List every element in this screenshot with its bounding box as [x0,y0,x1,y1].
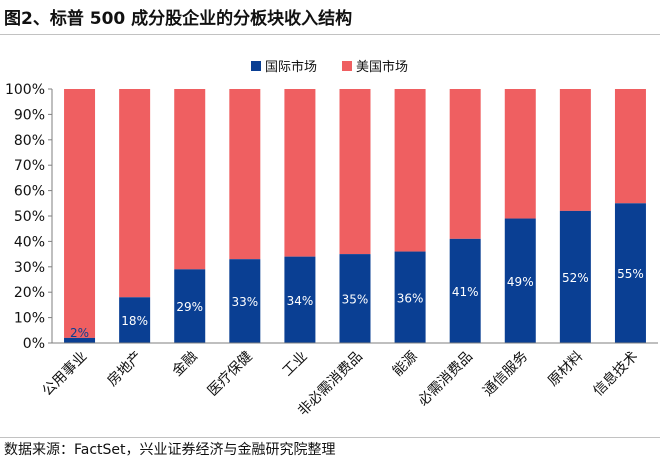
bars: 2% 18% 29% 33% 34% 35% 36% 41% 49% 52% 55% [64,89,646,343]
legend-swatch-international [251,61,261,71]
chart-legend: 国际市场 美国市场 [251,59,408,75]
legend-label-international: 国际市场 [265,59,317,75]
legend-label-us: 美国市场 [356,59,408,75]
bar-international-market [119,297,151,343]
data-label: 49% [507,275,534,289]
bar-international-market [449,238,481,343]
x-tick-label: 必需消费品 [415,349,476,410]
data-label: 55% [617,267,644,281]
y-axis: 0% 10% 20% 30% 40% 50% 60% 70% 80% 90% 100% [5,82,53,352]
data-label: 33% [231,295,258,309]
x-tick-label: 医疗保健 [205,349,256,400]
y-tick-label: 60% [14,184,45,200]
stacked-bar-chart: 国际市场 美国市场 0% 10% 20% 30% 40% 50% 60% 70% 80% 90% 1… [5,59,658,419]
y-tick-label: 20% [14,285,45,301]
x-tick-label: 能源 [390,349,421,380]
x-tick-label: 信息技术 [590,348,642,400]
x-tick-label: 金融 [169,349,200,380]
y-tick-label: 50% [14,209,45,225]
data-label: 2% [70,326,89,340]
x-tick-label: 房地产 [104,349,145,390]
y-tick-label: 80% [14,133,45,149]
data-label: 36% [397,291,424,305]
x-tick-label: 通信服务 [480,349,531,400]
bar-us-market [504,89,536,219]
data-label: 41% [452,285,479,299]
y-tick-label: 0% [23,336,45,352]
x-tick-label: 原材料 [545,349,586,390]
footer-divider [0,437,660,438]
bar-us-market [229,89,261,260]
bar-us-market [174,89,206,270]
bar-us-market [339,89,371,255]
data-label: 52% [562,271,589,285]
bar-us-market [614,89,646,204]
data-label: 35% [342,293,369,307]
bar-international-market [174,269,206,343]
bar-international-market [504,218,536,343]
data-label: 18% [121,314,148,328]
y-tick-label: 40% [14,234,45,250]
bar-us-market [394,89,426,252]
bar-international-market [394,251,426,343]
bar-us-market [559,89,591,211]
legend-swatch-us [342,61,352,71]
bar-us-market [119,89,151,298]
y-tick-label: 30% [14,260,45,276]
bar-international-market [614,203,646,343]
bar-international-market [559,210,591,343]
y-tick-label: 90% [14,107,45,123]
y-tick-label: 100% [5,82,45,98]
bar-us-market [64,89,96,338]
x-tick-label: 公用事业 [39,349,90,400]
x-tick-label: 工业 [280,349,311,380]
title-divider [0,34,660,35]
bar-international-market [64,337,96,343]
data-label: 29% [176,300,203,314]
figure-title: 图2、标普 500 成分股企业的分板块收入结构 [4,9,353,29]
bar-us-market [284,89,316,257]
bar-international-market [339,254,371,343]
bar-international-market [229,259,261,343]
y-tick-label: 10% [14,311,45,327]
bar-us-market [449,89,481,239]
data-label: 34% [287,294,314,308]
y-tick-label: 70% [14,158,45,174]
bar-international-market [284,256,316,343]
source-note: 数据来源：FactSet，兴业证券经济与金融研究院整理 [4,442,336,458]
